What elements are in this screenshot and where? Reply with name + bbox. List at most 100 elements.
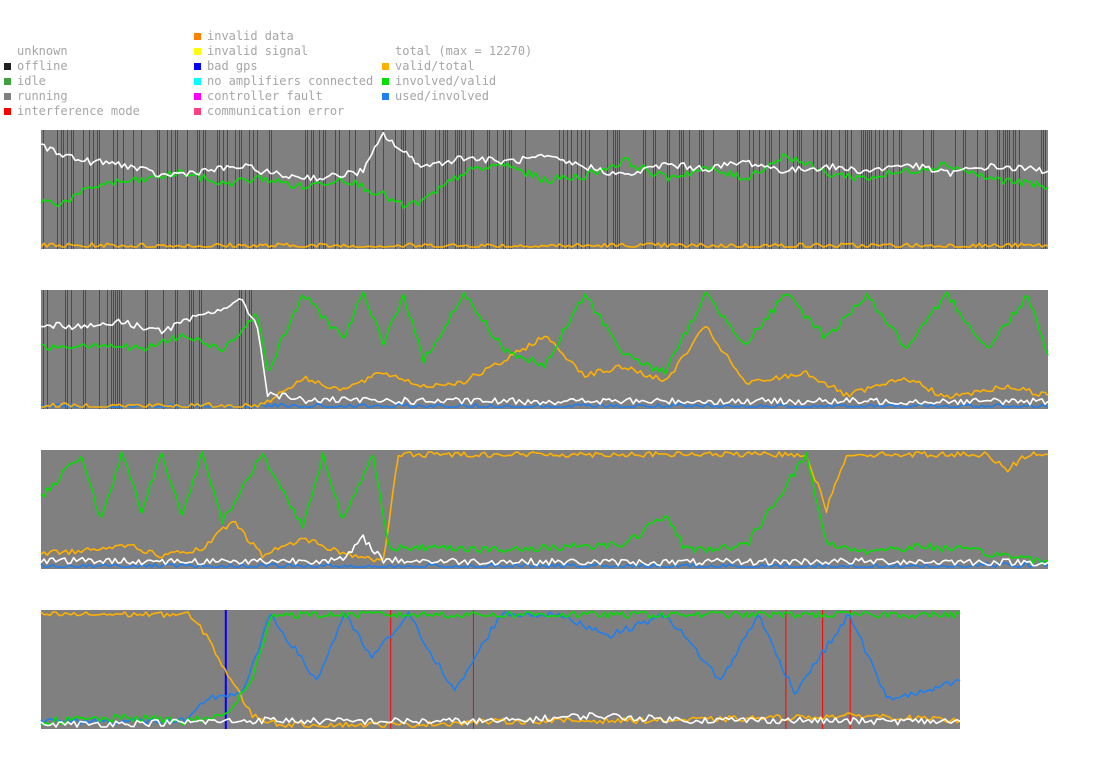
interference-bar <box>679 130 680 249</box>
interference-bar <box>793 130 794 249</box>
interference-bar <box>113 290 114 409</box>
interference-bar <box>421 130 422 249</box>
interference-bar <box>227 130 228 249</box>
strip-2 <box>40 290 1049 409</box>
interference-bar <box>177 130 178 249</box>
interference-bar <box>117 130 118 249</box>
interference-bar <box>771 130 772 249</box>
interference-bar <box>779 130 780 249</box>
interference-bar <box>799 130 800 249</box>
interference-bar <box>83 290 84 409</box>
interference-bar <box>847 130 848 249</box>
interference-bar <box>121 290 122 409</box>
legend-label: no amplifiers connected <box>207 74 374 88</box>
interference-bar <box>43 290 44 409</box>
interference-bar <box>1013 130 1014 249</box>
interference-bar <box>713 130 714 249</box>
interference-bar <box>123 130 124 249</box>
interference-bar <box>901 130 902 249</box>
interference-bar <box>383 130 384 249</box>
interference-bar <box>617 130 618 249</box>
interference-bar <box>827 130 828 249</box>
interference-bar <box>875 130 876 249</box>
interference-bar <box>93 130 94 249</box>
interference-bar <box>985 130 986 249</box>
interference-bar <box>577 130 578 249</box>
legend-swatch <box>382 63 389 70</box>
interference-bar <box>955 130 956 249</box>
legend-label: controller fault <box>207 89 323 103</box>
legend-label: valid/total <box>395 59 475 73</box>
legend-item-running: running <box>4 89 68 104</box>
interference-bar <box>703 130 704 249</box>
interference-bar <box>987 130 988 249</box>
interference-bar <box>759 130 760 249</box>
interference-bar <box>739 130 740 249</box>
interference-bar <box>813 130 814 249</box>
interference-bar <box>251 290 252 409</box>
interference-bar <box>439 130 440 249</box>
interference-bar <box>1007 130 1008 249</box>
interference-bar <box>67 130 68 249</box>
interference-bar <box>787 130 788 249</box>
interference-bar <box>423 130 424 249</box>
interference-bar <box>669 130 670 249</box>
interference-bar <box>933 130 934 249</box>
interference-bar <box>563 130 564 249</box>
interference-bar <box>785 610 787 729</box>
interference-bar <box>667 130 668 249</box>
interference-bar <box>171 130 172 249</box>
involved-valid-line <box>40 611 961 726</box>
interference-bar <box>1009 130 1010 249</box>
interference-bar <box>461 130 462 249</box>
interference-bar <box>197 130 198 249</box>
interference-bar <box>977 130 978 249</box>
interference-bar <box>117 290 118 409</box>
legend-label: invalid data <box>207 29 294 43</box>
interference-bar <box>199 290 200 409</box>
interference-bar <box>107 290 108 409</box>
interference-bar <box>821 130 822 249</box>
interference-bar <box>375 130 376 249</box>
valid-total-line <box>40 451 1048 563</box>
interference-bar <box>887 130 888 249</box>
legend-swatch <box>194 63 201 70</box>
interference-bar <box>749 130 750 249</box>
legend-swatch <box>194 78 201 85</box>
involved-valid-line <box>40 451 1049 565</box>
interference-bar <box>307 130 308 249</box>
interference-bar <box>825 130 826 249</box>
interference-bar <box>753 130 754 249</box>
interference-bar <box>313 130 314 249</box>
interference-bar <box>447 130 448 249</box>
legend-item-interference: interference mode <box>4 104 140 119</box>
interference-bar <box>497 130 498 249</box>
interference-bar <box>607 130 608 249</box>
interference-bar <box>861 130 862 249</box>
interference-bar <box>99 130 100 249</box>
interference-bar <box>201 290 202 409</box>
interference-bar <box>271 130 272 249</box>
interference-bar <box>73 130 74 249</box>
legend-item-used-involved: used/involved <box>382 89 489 104</box>
interference-bar <box>923 130 924 249</box>
interference-bar <box>113 130 114 249</box>
strip-1 <box>40 130 1049 249</box>
running-background <box>41 130 1048 249</box>
legend-swatch <box>4 93 11 100</box>
interference-bar <box>405 130 406 249</box>
interference-bar <box>141 130 142 249</box>
interference-bar <box>175 290 176 409</box>
interference-bar <box>115 290 116 409</box>
total-line <box>40 131 1049 182</box>
interference-bar <box>159 130 160 249</box>
legend-item-idle: idle <box>4 74 46 89</box>
interference-bar <box>1019 130 1020 249</box>
interference-bar <box>1043 130 1044 249</box>
total-line <box>40 712 961 728</box>
interference-stripes <box>390 610 851 729</box>
legend-label: running <box>17 89 68 103</box>
interference-bar <box>511 130 512 249</box>
interference-bar <box>455 130 456 249</box>
interference-bar <box>319 130 320 249</box>
